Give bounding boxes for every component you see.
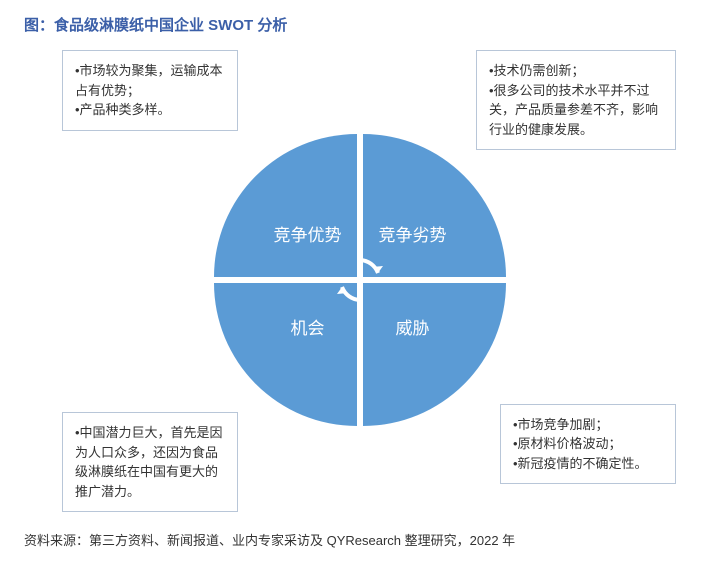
quadrant-label: 竞争劣势 [379, 221, 447, 246]
quadrant-label: 机会 [291, 314, 325, 339]
source-citation: 资料来源：第三方资料、新闻报道、业内专家采访及 QYResearch 整理研究，… [24, 530, 515, 549]
box-line: •产品种类多样。 [75, 100, 225, 120]
box-threats: •市场竞争加剧； •原材料价格波动； •新冠疫情的不确定性。 [500, 404, 676, 485]
page-title: 图：食品级淋膜纸中国企业 SWOT 分析 [24, 14, 287, 35]
swot-circle: 竞争优势 竞争劣势 机会 威胁 [214, 134, 506, 426]
quadrant-label: 威胁 [396, 314, 430, 339]
box-line: •原材料价格波动； [513, 434, 663, 454]
cycle-arrows-icon [333, 253, 387, 307]
box-weaknesses: •技术仍需创新； •很多公司的技术水平并不过关，产品质量参差不齐，影响行业的健康… [476, 50, 676, 150]
box-line: •很多公司的技术水平并不过关，产品质量参差不齐，影响行业的健康发展。 [489, 81, 663, 140]
box-opportunities: •中国潜力巨大，首先是因为人口众多，还因为食品级淋膜纸在中国有更大的推广潜力。 [62, 412, 238, 512]
box-line: •市场竞争加剧； [513, 415, 663, 435]
box-line: •新冠疫情的不确定性。 [513, 454, 663, 474]
box-line: •技术仍需创新； [489, 61, 663, 81]
quadrant-label: 竞争优势 [274, 221, 342, 246]
box-strengths: •市场较为聚集，运输成本占有优势； •产品种类多样。 [62, 50, 238, 131]
box-line: •市场较为聚集，运输成本占有优势； [75, 61, 225, 100]
box-line: •中国潜力巨大，首先是因为人口众多，还因为食品级淋膜纸在中国有更大的推广潜力。 [75, 423, 225, 501]
swot-diagram: •市场较为聚集，运输成本占有优势； •产品种类多样。 •技术仍需创新； •很多公… [0, 46, 720, 516]
